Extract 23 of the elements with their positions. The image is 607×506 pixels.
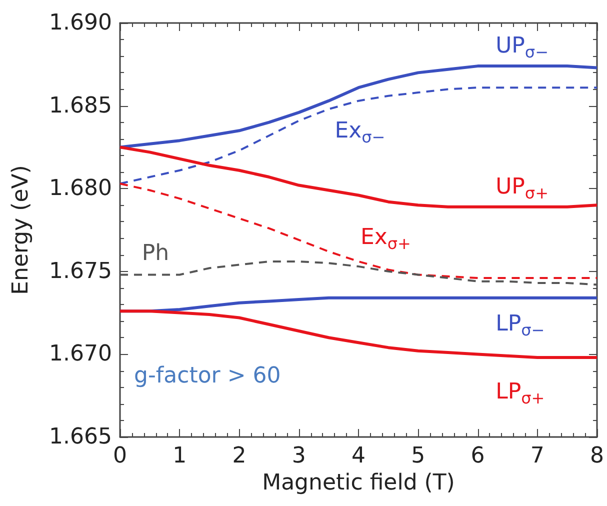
y-tick-label: 1.670 bbox=[49, 342, 112, 367]
line-series bbox=[118, 146, 598, 208]
x-tick-label: 7 bbox=[530, 444, 544, 468]
y-axis-title: Energy (eV) bbox=[8, 165, 34, 295]
line-series bbox=[118, 310, 598, 360]
x-tick-label: 2 bbox=[232, 444, 246, 468]
y-tick-label: 1.690 bbox=[49, 10, 112, 36]
x-axis-title: Magnetic field (T) bbox=[262, 470, 455, 496]
annotation: g-factor > 60 bbox=[134, 364, 281, 388]
x-tick-label: 3 bbox=[292, 444, 306, 468]
x-tick-label: 8 bbox=[590, 444, 604, 468]
x-tick-label: 5 bbox=[411, 444, 426, 468]
x-tick-label: 0 bbox=[113, 444, 127, 468]
y-tick-label: 1.685 bbox=[49, 93, 112, 118]
line-series bbox=[119, 260, 598, 286]
x-tick-label: 6 bbox=[470, 444, 485, 468]
line-series bbox=[118, 64, 598, 149]
y-tick-label: 1.665 bbox=[49, 424, 112, 450]
y-tick-label: 1.680 bbox=[49, 176, 112, 202]
x-tick-label: 1 bbox=[172, 444, 187, 468]
series-label: Ph bbox=[142, 241, 170, 266]
x-tick-label: 4 bbox=[352, 444, 366, 468]
y-tick-label: 1.675 bbox=[49, 258, 112, 284]
